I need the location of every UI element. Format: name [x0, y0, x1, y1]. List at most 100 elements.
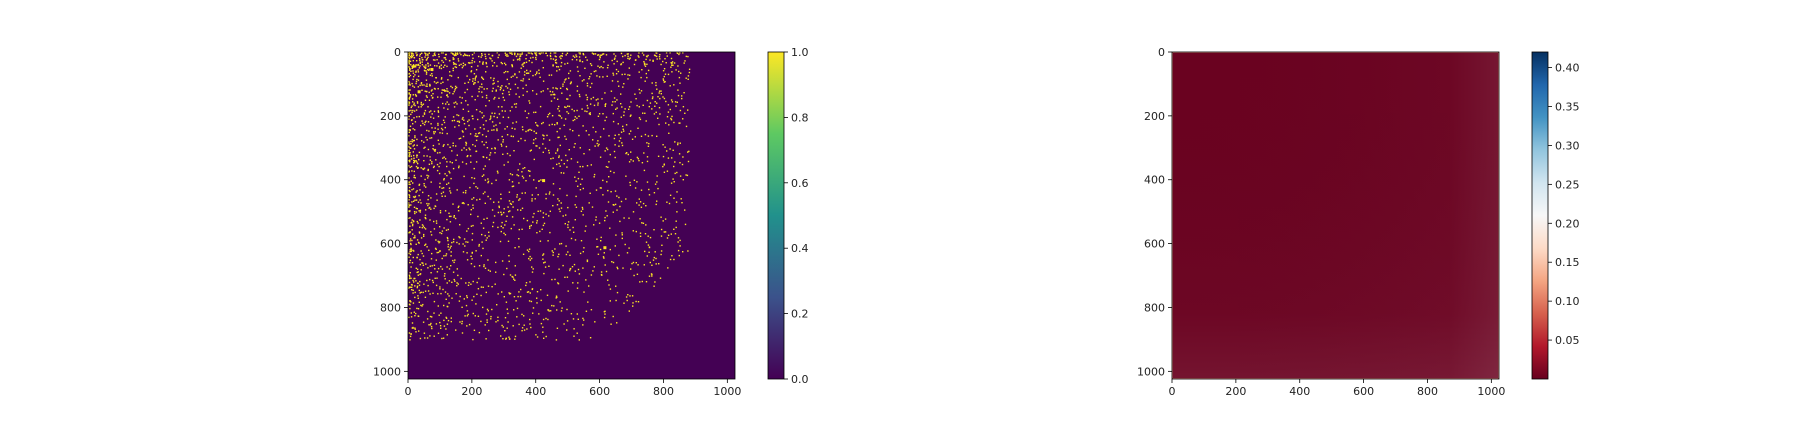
heatmap-point	[481, 175, 484, 177]
heatmap-point	[678, 153, 681, 155]
heatmap-point	[575, 180, 577, 182]
heatmap-point	[460, 63, 462, 66]
heatmap-point	[437, 81, 439, 84]
heatmap-point	[425, 59, 428, 61]
heatmap-point	[408, 54, 410, 56]
heatmap-point	[410, 243, 412, 246]
heatmap-point	[472, 280, 474, 283]
heatmap-point	[659, 54, 661, 56]
heatmap-point	[511, 181, 514, 183]
heatmap-point	[408, 252, 410, 255]
heatmap-point	[439, 151, 441, 154]
heatmap-point	[464, 192, 467, 194]
heatmap-point	[456, 268, 458, 270]
colorbar-tick-label: 1.0	[791, 46, 809, 59]
heatmap-point	[609, 248, 611, 251]
heatmap-point	[561, 55, 563, 57]
heatmap-point	[670, 66, 672, 68]
heatmap-point	[418, 301, 420, 303]
heatmap-point	[414, 93, 417, 96]
heatmap-point	[679, 109, 682, 112]
heatmap-point	[495, 89, 497, 91]
heatmap-point	[458, 300, 461, 302]
heatmap-point	[569, 254, 571, 256]
heatmap-point	[579, 60, 581, 62]
heatmap-point	[578, 134, 580, 137]
heatmap-point	[439, 241, 441, 243]
heatmap-point	[408, 65, 410, 68]
heatmap-point	[645, 72, 647, 75]
heatmap-point	[441, 132, 444, 134]
heatmap-point	[667, 234, 670, 236]
heatmap-point	[412, 233, 414, 235]
heatmap-point	[684, 112, 686, 114]
heatmap-point	[447, 293, 449, 295]
heatmap-point	[663, 81, 665, 83]
heatmap-point	[535, 111, 537, 113]
heatmap-point	[414, 66, 417, 68]
heatmap-point	[657, 96, 659, 98]
heatmap-point	[555, 339, 558, 341]
heatmap-point	[414, 285, 416, 287]
heatmap-point	[567, 226, 569, 229]
heatmap-point	[429, 335, 431, 337]
heatmap-point	[558, 68, 561, 71]
heatmap-point	[559, 210, 561, 213]
heatmap-point	[624, 54, 626, 57]
heatmap-point	[563, 163, 565, 165]
heatmap-point	[448, 295, 450, 297]
heatmap-point	[577, 185, 579, 187]
heatmap-point	[491, 147, 493, 150]
heatmap-point	[535, 334, 537, 336]
heatmap-point	[441, 92, 443, 94]
heatmap-point	[494, 112, 496, 115]
heatmap-point	[526, 69, 528, 72]
heatmap-point	[519, 198, 521, 200]
heatmap-point	[454, 217, 457, 220]
heatmap-point	[409, 276, 411, 278]
heatmap-point	[417, 295, 419, 297]
heatmap-point	[408, 205, 410, 208]
heatmap-point	[452, 93, 454, 95]
heatmap-point	[408, 60, 410, 63]
heatmap-point	[483, 128, 485, 130]
heatmap-point	[542, 326, 544, 328]
heatmap-point	[418, 58, 421, 60]
heatmap-point	[541, 122, 543, 125]
heatmap-point	[409, 259, 412, 262]
heatmap-point	[408, 98, 411, 100]
heatmap-point	[656, 58, 658, 60]
heatmap-point	[431, 127, 433, 129]
heatmap-point	[670, 119, 673, 121]
heatmap-point	[667, 73, 670, 76]
heatmap-point	[473, 329, 476, 331]
heatmap-point	[518, 291, 520, 293]
heatmap-point	[429, 293, 431, 295]
heatmap-point	[451, 150, 453, 152]
heatmap-point	[513, 309, 515, 311]
heatmap-point	[456, 120, 459, 123]
heatmap-point	[434, 205, 437, 208]
heatmap-point	[581, 80, 584, 82]
heatmap-point	[628, 247, 630, 249]
heatmap-point	[412, 139, 415, 142]
heatmap-point	[583, 319, 585, 321]
heatmap-point	[620, 116, 622, 118]
heatmap-point	[511, 53, 513, 55]
heatmap-point	[417, 201, 420, 203]
heatmap-point	[474, 77, 476, 80]
heatmap-point	[586, 165, 589, 167]
heatmap-point	[666, 150, 668, 152]
heatmap-point	[669, 148, 671, 150]
heatmap-point	[446, 323, 449, 325]
heatmap-point	[505, 301, 508, 303]
heatmap-point	[627, 53, 629, 55]
heatmap-point	[521, 64, 523, 66]
heatmap-point	[669, 85, 671, 87]
heatmap-point	[485, 71, 487, 73]
heatmap-point	[553, 97, 556, 99]
heatmap-point	[509, 338, 511, 340]
heatmap-point	[649, 261, 651, 264]
heatmap-point	[413, 250, 415, 252]
